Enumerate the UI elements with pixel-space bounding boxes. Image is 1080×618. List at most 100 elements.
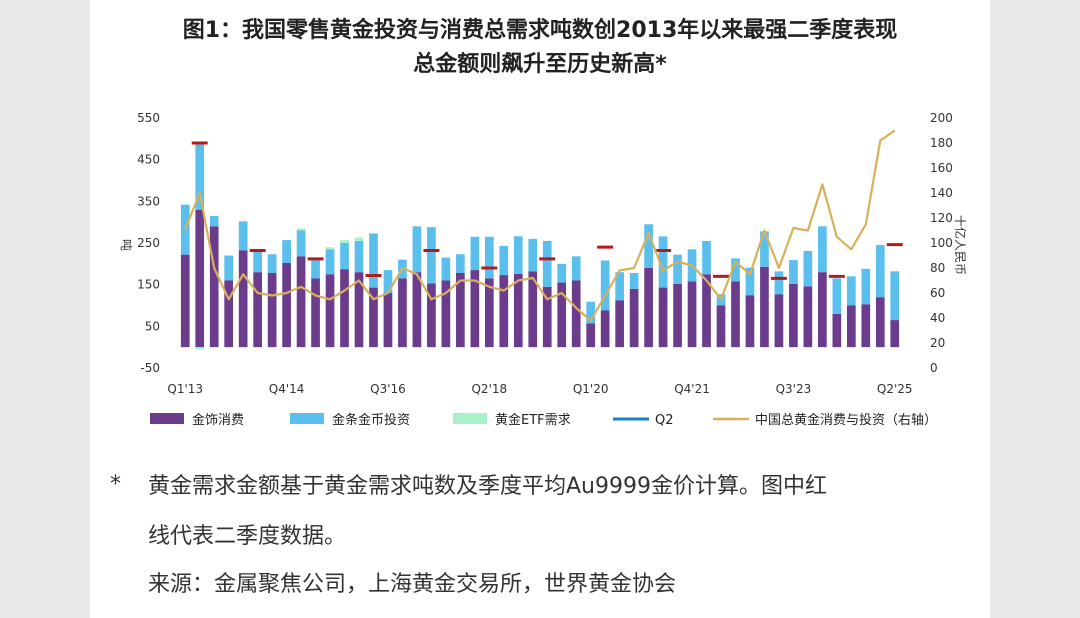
- bar-bar-coin: [267, 254, 277, 273]
- bar-bar-coin: [644, 224, 653, 268]
- y-left-tick-label: -50: [140, 361, 160, 375]
- y-left-tick-label: 250: [137, 236, 160, 250]
- line-total-consumption-investment: [184, 129, 896, 322]
- bar-bar-coin: [325, 249, 335, 275]
- bar-bar-coin: [818, 226, 827, 273]
- y-right-tick-label: 80: [930, 261, 945, 275]
- legend-label: 金饰消费: [192, 412, 244, 428]
- y-right-tick-label: 120: [930, 211, 953, 225]
- bar-jewellery: [644, 268, 653, 348]
- bar-bar-coin: [412, 226, 422, 273]
- bar-jewellery: [238, 250, 248, 348]
- bar-bar-coin: [470, 236, 480, 271]
- bar-bar-coin: [890, 271, 900, 321]
- bar-jewellery: [253, 272, 262, 348]
- bar-bar-coin: [224, 255, 234, 281]
- bar-bar-coin: [513, 236, 523, 274]
- x-tick-label: Q1'20: [573, 382, 609, 396]
- bar-jewellery: [875, 297, 885, 348]
- bar-bar-coin: [383, 270, 393, 293]
- chart-title: 图1：我国零售黄金投资与消费总需求吨数创2013年以来最强二季度表现 总金额则飙…: [90, 14, 990, 82]
- y-right-tick-label: 140: [930, 186, 953, 200]
- bar-bar-coin: [658, 236, 668, 288]
- bar-etf: [195, 347, 205, 350]
- y-right-tick-label: 0: [930, 361, 938, 375]
- bar-jewellery: [586, 323, 596, 348]
- bar-jewellery: [673, 283, 682, 348]
- bar-jewellery: [846, 305, 856, 348]
- bar-etf: [296, 228, 306, 231]
- bar-bar-coin: [441, 257, 451, 281]
- bar-jewellery: [499, 275, 509, 348]
- bar-jewellery: [890, 320, 900, 348]
- bar-jewellery: [600, 310, 610, 348]
- bar-etf: [340, 240, 349, 243]
- bar-bar-coin: [542, 240, 552, 287]
- y-left-tick-label: 550: [137, 111, 160, 125]
- bar-jewellery: [731, 281, 740, 348]
- bar-jewellery: [282, 263, 291, 348]
- bar-jewellery: [209, 226, 219, 348]
- bar-jewellery: [702, 274, 711, 348]
- bar-jewellery: [803, 286, 813, 348]
- x-tick-label: Q2'25: [877, 382, 913, 396]
- x-tick-label: Q4'21: [674, 382, 710, 396]
- legend-label: Q2: [655, 413, 674, 428]
- bar-jewellery: [760, 266, 769, 348]
- bar-bar-coin: [760, 231, 769, 267]
- bar-bar-coin: [702, 240, 711, 275]
- footnote-asterisk: *: [110, 472, 121, 497]
- bar-jewellery: [456, 273, 465, 348]
- bar-jewellery: [224, 280, 234, 348]
- bar-jewellery: [195, 209, 205, 348]
- bar-bar-coin: [369, 233, 378, 288]
- bar-jewellery: [745, 295, 755, 348]
- bar-bar-coin: [296, 230, 306, 257]
- source-note: 来源：金属聚焦公司，上海黄金交易所，世界黄金协会: [148, 572, 677, 597]
- legend-swatch: [290, 413, 324, 424]
- bar-bar-coin: [875, 245, 885, 298]
- bar-bar-coin: [861, 268, 871, 305]
- bar-bar-coin: [484, 236, 494, 279]
- footnote-line2: 线代表二季度数据。: [148, 524, 347, 549]
- bar-bar-coin: [832, 278, 842, 314]
- x-tick-label: Q2'18: [471, 382, 507, 396]
- bar-jewellery: [528, 271, 538, 348]
- legend-label: 黄金ETF需求: [495, 412, 571, 428]
- report-card: 图1：我国零售黄金投资与消费总需求吨数创2013年以来最强二季度表现 总金额则飙…: [90, 0, 990, 618]
- bar-bar-coin: [673, 254, 682, 284]
- bar-jewellery: [818, 272, 827, 348]
- y-left-tick-label: 450: [137, 153, 160, 167]
- bar-bar-coin: [745, 267, 755, 296]
- bar-jewellery: [267, 273, 277, 348]
- legend-swatch: [453, 413, 487, 424]
- bar-etf: [325, 247, 335, 250]
- bar-jewellery: [571, 280, 581, 348]
- x-tick-label: Q4'14: [269, 382, 305, 396]
- y-right-tick-label: 20: [930, 336, 945, 350]
- bar-bar-coin: [282, 240, 291, 263]
- bar-bar-coin: [209, 215, 219, 227]
- bar-jewellery: [354, 272, 364, 348]
- bar-bar-coin: [528, 238, 538, 272]
- bar-jewellery: [470, 270, 480, 348]
- bar-bar-coin: [180, 204, 190, 255]
- bar-jewellery: [311, 278, 320, 348]
- x-tick-label: Q3'23: [776, 382, 812, 396]
- y-left-axis-label: 吨: [119, 239, 133, 251]
- bar-jewellery: [615, 300, 624, 348]
- bar-jewellery: [398, 278, 407, 348]
- bar-jewellery: [296, 256, 306, 348]
- chart-title-line1: 图1：我国零售黄金投资与消费总需求吨数创2013年以来最强二季度表现: [182, 18, 898, 43]
- y-left-tick-label: 350: [137, 194, 160, 208]
- bar-jewellery: [557, 282, 567, 348]
- bar-jewellery: [542, 286, 552, 348]
- x-tick-label: Q3'16: [370, 382, 406, 396]
- bar-bar-coin: [803, 250, 813, 287]
- bar-jewellery: [513, 273, 523, 348]
- y-right-tick-label: 60: [930, 286, 945, 300]
- bar-jewellery: [427, 283, 436, 348]
- bar-bar-coin: [238, 221, 248, 251]
- bar-jewellery: [832, 313, 842, 348]
- bar-bar-coin: [846, 276, 856, 306]
